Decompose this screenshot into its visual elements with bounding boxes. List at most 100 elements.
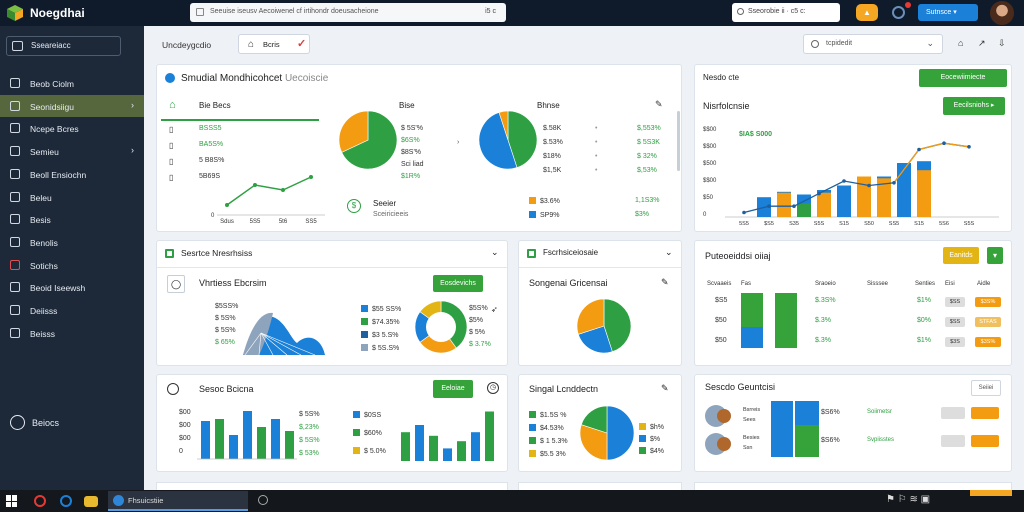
pie-slice xyxy=(338,110,369,153)
legend-swatch xyxy=(529,211,536,218)
bar-series-1 xyxy=(837,185,851,217)
tool-icon[interactable]: ⌂ xyxy=(958,38,964,48)
sidebar-item-5[interactable]: Beleu xyxy=(0,186,144,208)
row-sub: Sees xyxy=(743,417,756,423)
row-action[interactable] xyxy=(971,435,999,447)
nav-icon xyxy=(10,327,20,338)
edge-icon[interactable] xyxy=(60,495,72,507)
user-menu-button[interactable]: Sutnsce ▾ xyxy=(918,4,978,21)
share-icon[interactable]: ↗ xyxy=(978,38,986,48)
sidebar-item-9[interactable]: Beoid Iseewsh xyxy=(0,276,144,298)
breadcrumb[interactable]: Uncdeygcdio xyxy=(162,40,212,50)
left-label: $ 5S% xyxy=(215,315,236,322)
pie2-label: $18% xyxy=(543,153,561,160)
top-search-input[interactable]: Sseorobie ii · c5 c: xyxy=(732,3,840,22)
address-bar[interactable]: Seeuise iseusv Aecoiwenel cf irtihondr d… xyxy=(190,3,506,22)
bar-green-top xyxy=(795,401,819,425)
sidebar-item-0[interactable]: Beob Ciolm xyxy=(0,72,144,94)
legend-swatch xyxy=(529,450,536,457)
export-icon[interactable]: ⇩ xyxy=(998,38,1006,48)
yellow-button[interactable]: Eanitds xyxy=(943,247,979,264)
x-tick-label: SS5 xyxy=(889,221,899,227)
sidebar-item-label: Sotichs xyxy=(30,260,58,271)
home-button[interactable]: ⌂ Bcris ✓ xyxy=(238,34,310,54)
ghost-button[interactable]: Seiiei xyxy=(971,380,1001,396)
x-tick-label: S15 xyxy=(839,221,849,227)
row-icon: ▯ xyxy=(169,157,174,166)
divider xyxy=(161,119,319,121)
sidebar-item-6[interactable]: Besis xyxy=(0,208,144,230)
edit-icon[interactable]: ✎ xyxy=(655,99,663,109)
folder-icon[interactable] xyxy=(84,496,98,507)
sidebar-footer[interactable]: Beiocs xyxy=(8,412,128,434)
nav-icon xyxy=(10,214,20,225)
sidebar-item-7[interactable]: Benolis xyxy=(0,231,144,253)
send-icon[interactable]: ➶ xyxy=(491,305,498,314)
table-tag[interactable]: $SS xyxy=(945,317,965,327)
search-input[interactable]: tcpidedit ⌄ xyxy=(803,34,943,54)
trend-line-2 xyxy=(893,142,970,184)
clock-icon[interactable]: ◷ xyxy=(487,382,499,394)
clock-icon[interactable] xyxy=(258,495,268,505)
globe-icon[interactable] xyxy=(892,6,905,19)
legend-item: $ 5S.S% xyxy=(361,344,399,352)
secondary-button[interactable]: Eecilsniohs ▸ xyxy=(943,97,1005,115)
taskbar-active-app[interactable]: Fhsuicstiie xyxy=(108,491,248,511)
start-icon[interactable] xyxy=(6,495,18,507)
sidebar-item-8[interactable]: Sotichs xyxy=(0,254,144,276)
edit-icon[interactable]: ✎ xyxy=(661,277,669,287)
table-status[interactable]: $3S% xyxy=(975,297,1001,307)
row-toggle[interactable] xyxy=(941,407,965,419)
sidebar-item-2[interactable]: Ncepe Bcres xyxy=(0,117,144,139)
card-title-text: Smudial Mondhicohcet xyxy=(181,73,283,84)
primary-button[interactable]: Eocewiimiecte xyxy=(919,69,1007,87)
tray-icons[interactable]: ⚑ ⚐ ≋ ▣ xyxy=(886,494,931,505)
notification-button[interactable]: ▲ xyxy=(856,4,878,21)
sidebar-item-4[interactable]: Beoll Ensiochn xyxy=(0,163,144,185)
row-toggle[interactable] xyxy=(941,435,965,447)
browser-icon[interactable] xyxy=(34,495,46,507)
avatar[interactable] xyxy=(990,1,1014,25)
action-button[interactable]: Eosdevichs xyxy=(433,275,483,292)
table-header: Fas xyxy=(741,281,752,287)
sidebar-item-10[interactable]: Deiisss xyxy=(0,299,144,321)
row-action[interactable] xyxy=(971,407,999,419)
row-label: Besies xyxy=(743,435,760,441)
card-title: Sesrtce Nresrhsiss xyxy=(181,248,253,258)
save-icon[interactable]: ▾ xyxy=(987,247,1003,264)
sidebar-item-11[interactable]: Beisss xyxy=(0,322,144,344)
table-tag[interactable]: $3S xyxy=(945,337,965,347)
pie-slice xyxy=(341,110,398,170)
row-icon: ▯ xyxy=(169,125,174,134)
chart-subtitle: Vhrtiess Ebcrsim xyxy=(199,278,267,288)
left-label: $5SS% xyxy=(215,303,239,310)
legend-swatch xyxy=(361,305,368,312)
table-status[interactable]: $3S% xyxy=(975,337,1001,347)
nav-icon xyxy=(10,168,20,179)
line-point xyxy=(253,183,257,187)
refresh-icon[interactable]: ◯ xyxy=(167,275,185,293)
donut-label: $5S% xyxy=(469,305,488,312)
sidebar-header[interactable]: Sseareiacc xyxy=(6,36,121,56)
chevron-down-icon[interactable]: ⌄ xyxy=(665,247,673,257)
bar-a-low xyxy=(741,327,763,348)
legend-label: $60% xyxy=(364,430,382,437)
table-status[interactable]: STFAS xyxy=(975,317,1001,327)
address-text: Seeuise iseusv Aecoiwenel cf irtihondr d… xyxy=(210,8,379,15)
table-tag[interactable]: $SS xyxy=(945,297,965,307)
legend-label: $1.5S % xyxy=(540,412,567,419)
sidebar-item-label: Deiisss xyxy=(30,306,58,316)
legend-swatch xyxy=(639,435,646,442)
sidebar-item-1[interactable]: Seonidsiigu › xyxy=(0,94,144,117)
row-sub: Ssn xyxy=(743,445,753,451)
pie-slice xyxy=(580,405,608,434)
card-icon xyxy=(165,73,175,83)
card-title: Puteoeiddsi oiiaj xyxy=(705,251,771,261)
arrow-icon: › xyxy=(457,139,460,146)
legend-label: $3 5.S% xyxy=(372,332,399,339)
sidebar-item-3[interactable]: Semieu › xyxy=(0,140,144,162)
edit-icon[interactable]: ✎ xyxy=(661,383,669,393)
action-button[interactable]: Eeloiae xyxy=(433,380,473,398)
scrollbar[interactable] xyxy=(677,111,680,171)
chevron-down-icon[interactable]: ⌄ xyxy=(491,247,499,257)
